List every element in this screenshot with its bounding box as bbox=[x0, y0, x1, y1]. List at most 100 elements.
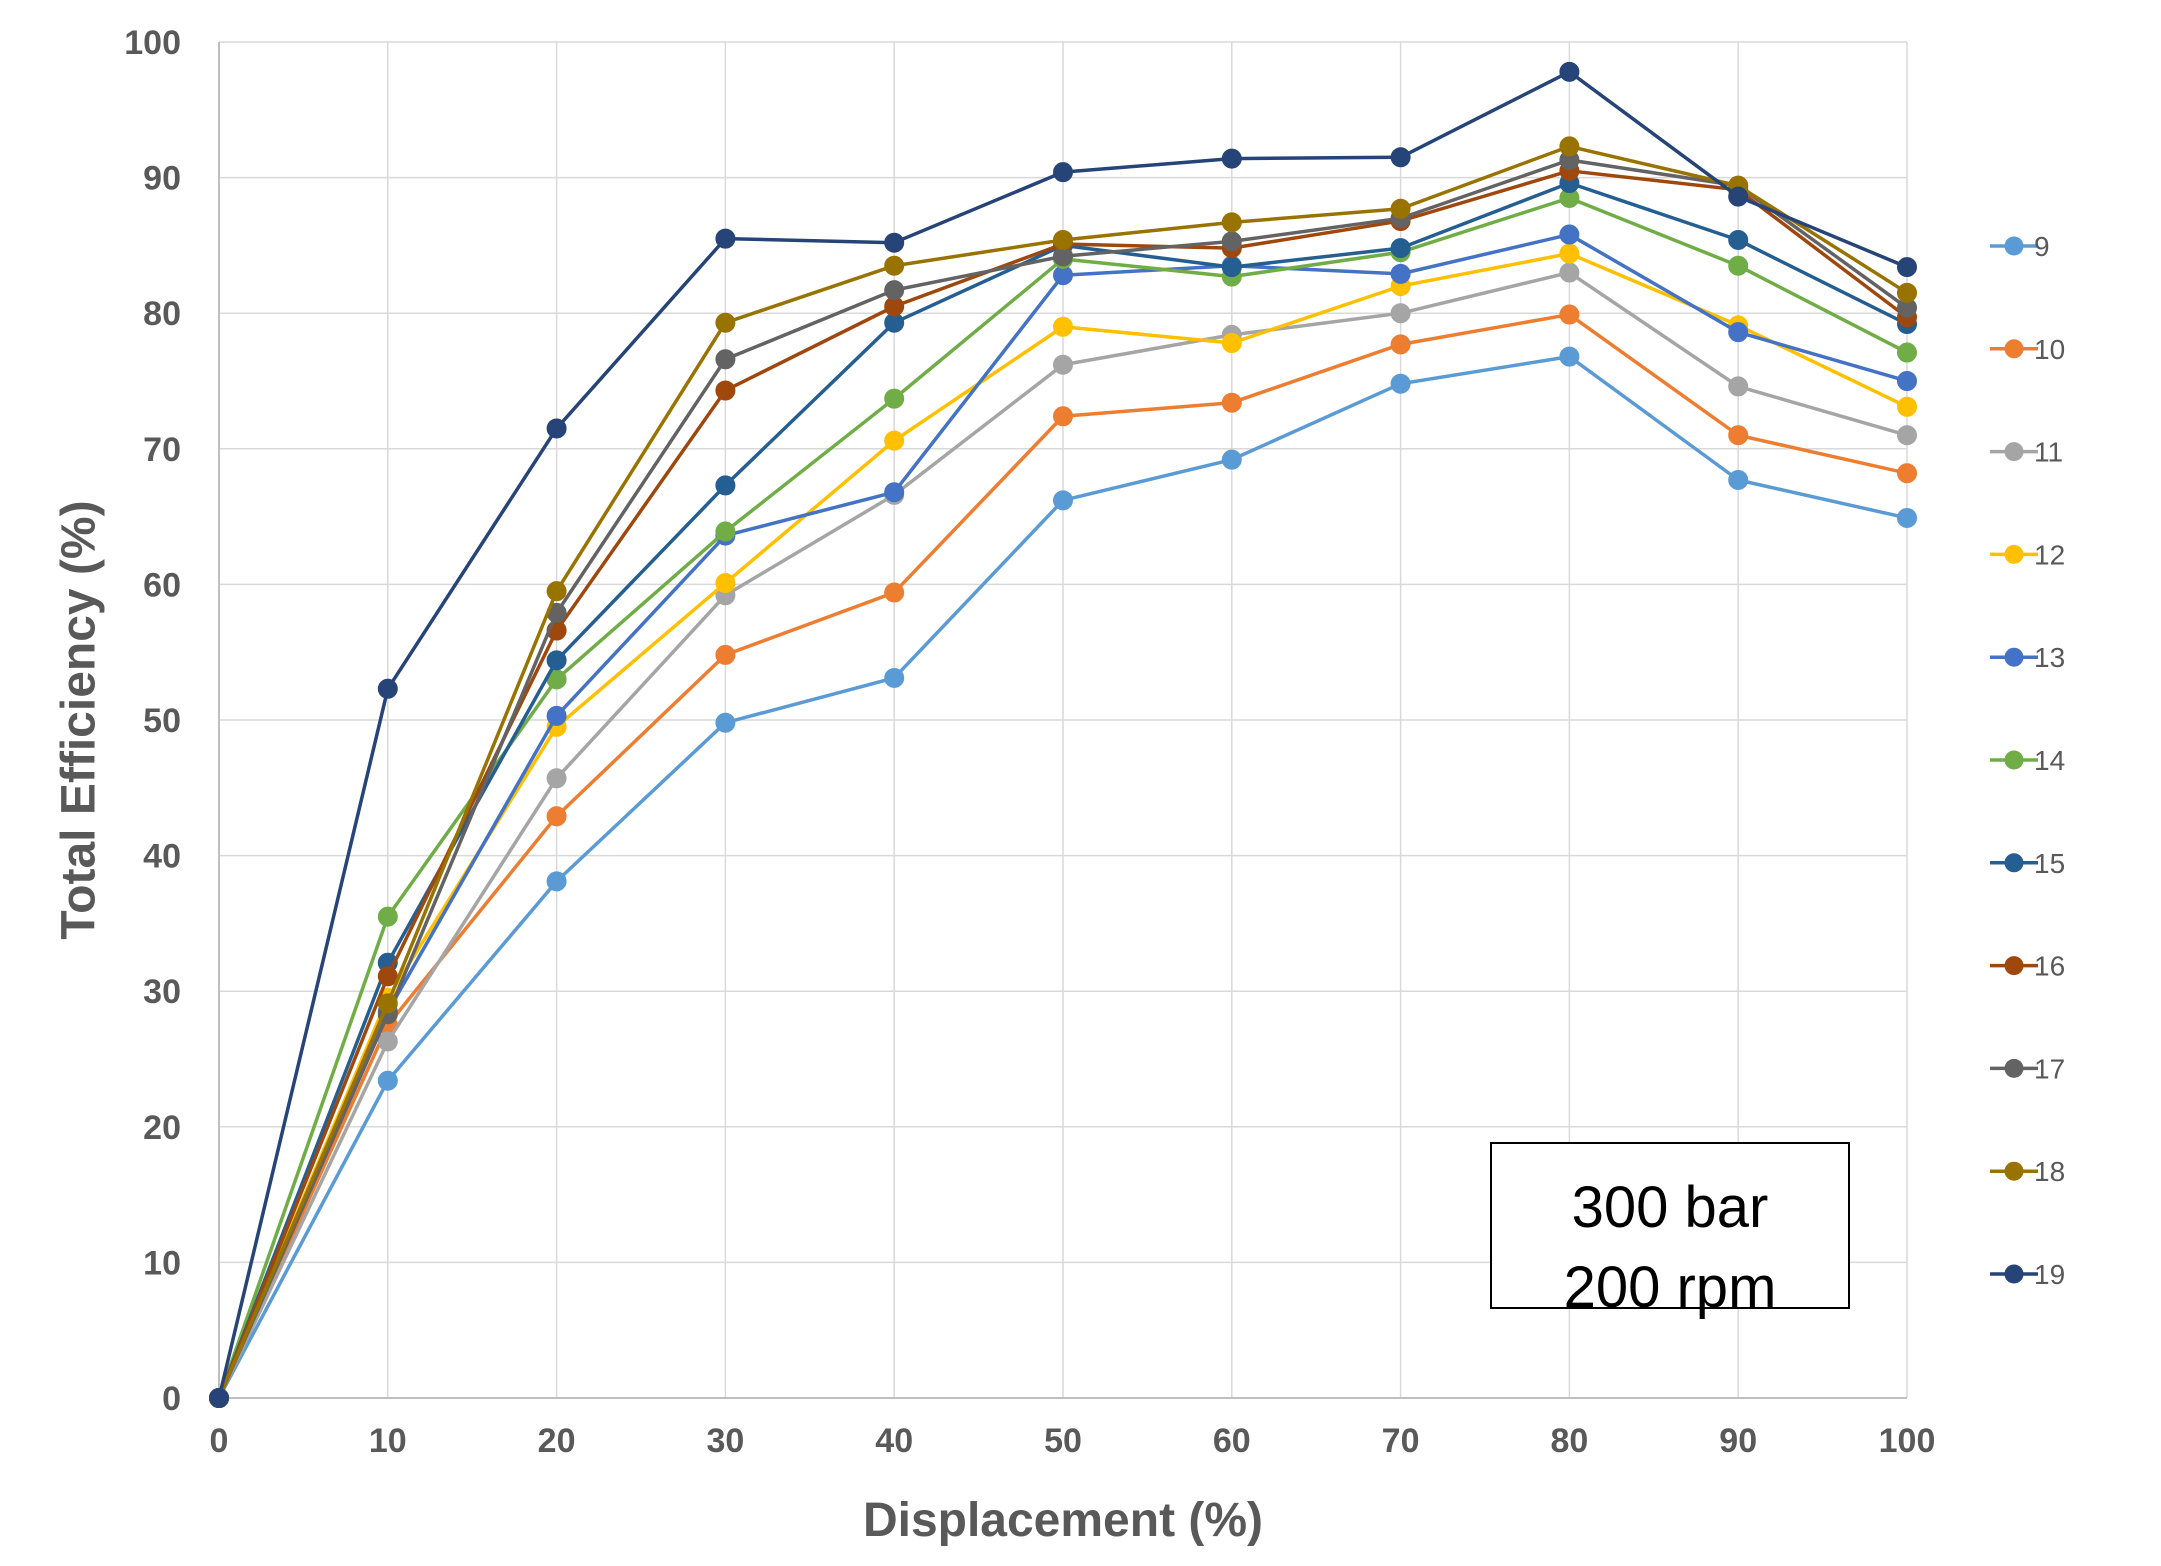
data-point bbox=[1897, 396, 1917, 417]
legend-label: 12 bbox=[2034, 539, 2065, 570]
legend-swatch-marker bbox=[2004, 853, 2024, 873]
legend-label: 17 bbox=[2034, 1053, 2065, 1084]
annotation-speed: 200 rpm bbox=[1564, 1255, 1777, 1320]
data-point bbox=[1728, 376, 1749, 397]
legend-swatch-marker bbox=[2004, 544, 2024, 564]
data-point bbox=[1897, 282, 1917, 303]
data-point bbox=[715, 349, 736, 370]
data-point bbox=[546, 871, 567, 892]
data-point bbox=[1559, 304, 1580, 325]
data-point bbox=[715, 573, 736, 594]
legend-item: 9 bbox=[1990, 231, 2050, 262]
data-point bbox=[377, 1070, 398, 1091]
data-point bbox=[884, 388, 905, 409]
y-tick-label: 90 bbox=[143, 160, 181, 198]
x-tick-label: 60 bbox=[1213, 1422, 1251, 1460]
series-lines bbox=[209, 61, 1917, 1408]
x-tick-label: 50 bbox=[1044, 1422, 1082, 1460]
legend-item: 14 bbox=[1990, 745, 2065, 776]
data-point bbox=[1053, 490, 1073, 511]
data-point bbox=[546, 581, 567, 602]
legend-item: 10 bbox=[1990, 334, 2065, 365]
data-point bbox=[884, 482, 905, 503]
data-point bbox=[1390, 238, 1411, 259]
data-point bbox=[715, 380, 736, 401]
data-point bbox=[1728, 186, 1749, 207]
legend-item: 13 bbox=[1990, 642, 2065, 673]
y-tick-label: 60 bbox=[143, 566, 181, 604]
data-point bbox=[377, 678, 398, 699]
legend-item: 16 bbox=[1990, 951, 2065, 982]
data-point bbox=[1390, 373, 1411, 394]
data-point bbox=[1390, 263, 1411, 284]
data-point bbox=[884, 667, 905, 688]
legend-item: 12 bbox=[1990, 539, 2065, 570]
data-point bbox=[1897, 425, 1917, 446]
tick-labels: 0 10 20 30 40 50 60 70 80 90 100 0 10 20 30 40 50 60 70 80 9… bbox=[124, 24, 1935, 1460]
y-axis-title: Total Efficiency (%) bbox=[53, 500, 106, 939]
legend-swatch-marker bbox=[2004, 442, 2024, 462]
legend-label: 18 bbox=[2034, 1156, 2065, 1187]
legend-label: 11 bbox=[2034, 437, 2063, 468]
legend: 9 10 11 12 13 14 15 16 17 18 19 bbox=[1990, 231, 2065, 1290]
annotation-pressure: 300 bar bbox=[1572, 1175, 1769, 1240]
legend-item: 19 bbox=[1990, 1259, 2065, 1290]
x-tick-label: 100 bbox=[1879, 1422, 1936, 1460]
data-point bbox=[546, 418, 567, 439]
data-point bbox=[1221, 148, 1242, 169]
y-tick-label: 0 bbox=[162, 1380, 181, 1418]
data-point bbox=[884, 280, 905, 301]
y-tick-label: 30 bbox=[143, 973, 181, 1011]
x-tick-label: 10 bbox=[369, 1422, 407, 1460]
legend-item: 15 bbox=[1990, 848, 2065, 879]
data-point bbox=[377, 993, 398, 1014]
data-point bbox=[1053, 316, 1073, 337]
y-tick-label: 10 bbox=[143, 1244, 181, 1282]
data-point bbox=[715, 644, 736, 665]
legend-swatch-marker bbox=[2004, 647, 2024, 667]
data-point bbox=[715, 228, 736, 249]
legend-label: 19 bbox=[2034, 1259, 2065, 1290]
data-point bbox=[1390, 303, 1411, 324]
y-tick-label: 40 bbox=[143, 838, 181, 876]
legend-swatch-marker bbox=[2004, 339, 2024, 359]
data-point bbox=[884, 582, 905, 603]
legend-label: 9 bbox=[2034, 231, 2050, 262]
x-tick-label: 90 bbox=[1719, 1422, 1757, 1460]
data-point bbox=[1221, 392, 1242, 413]
data-point bbox=[1053, 354, 1073, 375]
legend-label: 13 bbox=[2034, 642, 2065, 673]
y-tick-label: 80 bbox=[143, 295, 181, 333]
legend-label: 15 bbox=[2034, 848, 2065, 879]
annotation-box bbox=[1490, 1142, 1850, 1309]
x-tick-label: 30 bbox=[706, 1422, 744, 1460]
data-point bbox=[884, 430, 905, 451]
condition-annotation: 300 bar 200 rpm bbox=[1490, 1142, 1850, 1320]
y-tick-label: 20 bbox=[143, 1109, 181, 1147]
series-10 bbox=[209, 304, 1917, 1408]
data-point bbox=[1728, 255, 1749, 276]
data-point bbox=[884, 255, 905, 276]
legend-swatch-marker bbox=[2004, 1058, 2024, 1078]
data-point bbox=[546, 768, 567, 789]
axes bbox=[218, 42, 1907, 1399]
data-point bbox=[377, 906, 398, 927]
data-point bbox=[546, 705, 567, 726]
data-point bbox=[377, 1031, 398, 1052]
data-point bbox=[1053, 229, 1073, 250]
legend-swatch-marker bbox=[2004, 1264, 2024, 1284]
legend-label: 14 bbox=[2034, 745, 2065, 776]
x-tick-label: 40 bbox=[875, 1422, 913, 1460]
data-point bbox=[715, 521, 736, 542]
legend-label: 16 bbox=[2034, 951, 2065, 982]
data-point bbox=[1390, 147, 1411, 168]
data-point bbox=[1390, 334, 1411, 355]
data-point bbox=[1897, 507, 1917, 528]
legend-item: 17 bbox=[1990, 1053, 2065, 1084]
legend-label: 10 bbox=[2034, 334, 2065, 365]
data-point bbox=[715, 475, 736, 496]
data-point bbox=[546, 806, 567, 827]
data-point bbox=[1897, 371, 1917, 391]
data-point bbox=[1728, 425, 1749, 446]
